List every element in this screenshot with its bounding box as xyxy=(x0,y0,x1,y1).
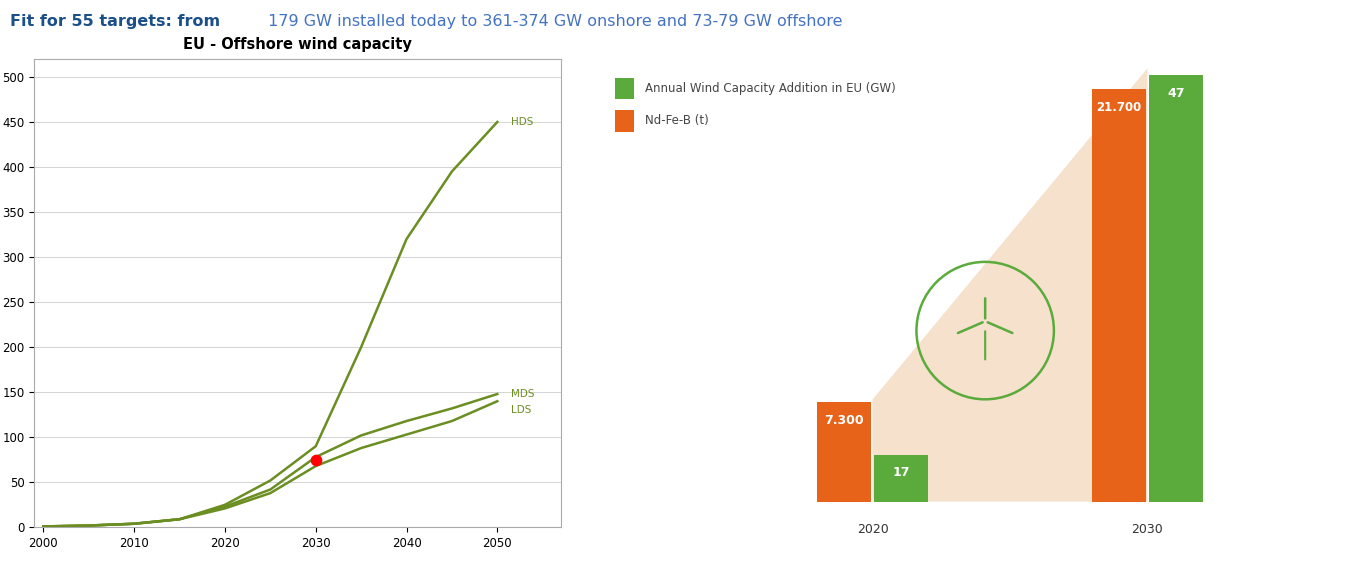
Bar xyxy=(615,111,634,131)
Text: 47: 47 xyxy=(1167,87,1185,100)
Text: 17: 17 xyxy=(892,466,910,480)
Text: LDS: LDS xyxy=(511,405,532,415)
Bar xyxy=(615,77,634,99)
Bar xyxy=(1149,75,1203,502)
Text: 179 GW installed today to 361-374 GW onshore and 73-79 GW offshore: 179 GW installed today to 361-374 GW ons… xyxy=(263,14,843,29)
Bar xyxy=(817,402,871,502)
Text: Annual Wind Capacity Addition in EU (GW): Annual Wind Capacity Addition in EU (GW) xyxy=(645,82,896,95)
Text: 2020: 2020 xyxy=(856,523,888,536)
Text: MDS: MDS xyxy=(511,389,534,399)
Bar xyxy=(1092,89,1145,502)
Text: 2030: 2030 xyxy=(1132,523,1163,536)
Point xyxy=(304,456,326,465)
Bar xyxy=(874,455,927,502)
Polygon shape xyxy=(873,68,1148,502)
Text: HDS: HDS xyxy=(511,117,533,127)
Text: 7.300: 7.300 xyxy=(825,413,863,426)
Text: Nd-Fe-B (t): Nd-Fe-B (t) xyxy=(645,114,710,127)
Text: 21.700: 21.700 xyxy=(1096,101,1141,114)
Text: Fit for 55 targets: from: Fit for 55 targets: from xyxy=(10,14,219,29)
Title: EU - Offshore wind capacity: EU - Offshore wind capacity xyxy=(184,37,412,52)
